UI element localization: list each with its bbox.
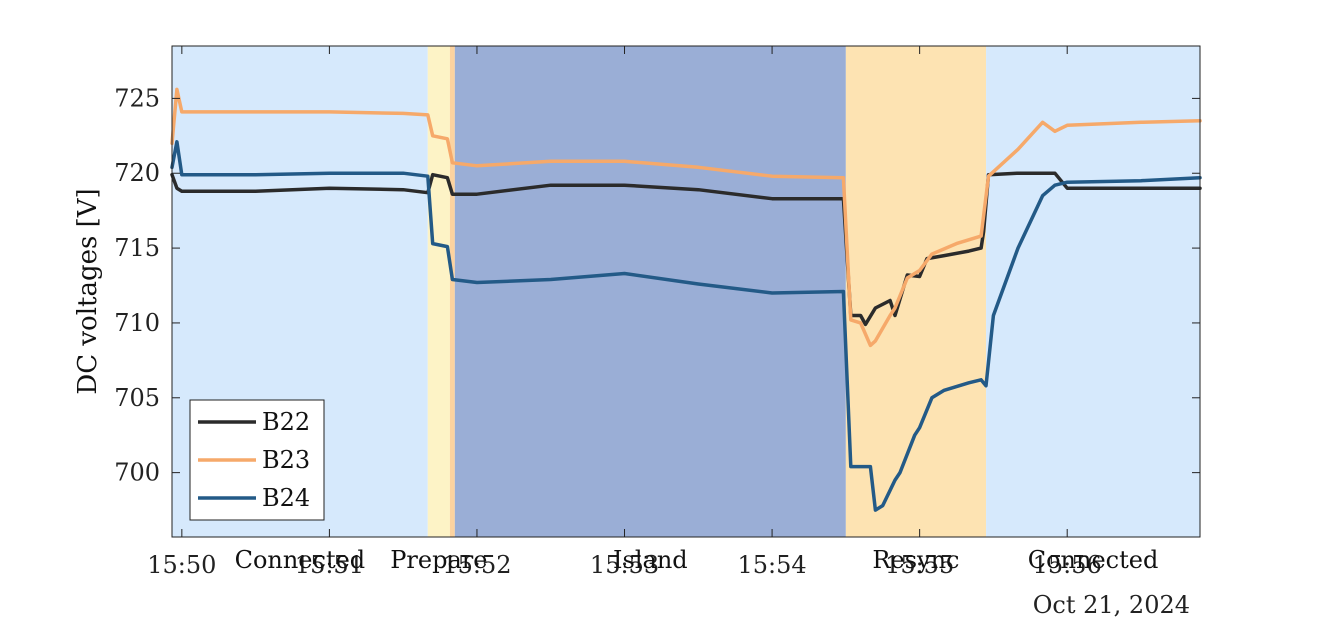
phase-label-1: Prepare <box>390 546 487 574</box>
x-tick-label: 15:53 <box>590 551 659 579</box>
series-line-b24 <box>170 140 1202 512</box>
phase-label-3: Island <box>613 546 688 574</box>
y-tick-label: 705 <box>114 384 160 412</box>
phase-band-1 <box>427 46 450 537</box>
y-tick-label: 720 <box>114 159 160 187</box>
y-tick-label: 700 <box>114 459 160 487</box>
x-tick-label: 15:51 <box>295 551 364 579</box>
legend-label-b24: B24 <box>262 484 310 512</box>
y-tick-label: 710 <box>114 309 160 337</box>
legend-label-b22: B22 <box>262 408 310 436</box>
y-axis-label: DC voltages [V] <box>73 188 103 394</box>
legend-label-b23: B23 <box>262 446 310 474</box>
series-line-b23 <box>170 87 1202 348</box>
x-tick-label: 15:52 <box>442 551 511 579</box>
x-tick-label: 15:56 <box>1033 551 1102 579</box>
phase-label-4: Resync <box>872 546 959 574</box>
y-tick-label: 715 <box>114 234 160 262</box>
y-tick-label: 725 <box>114 84 160 112</box>
x-axis-ticks: 15:50 15:51 15:52 15:53 15:54 15:55 15:56 <box>147 46 1102 579</box>
phase-labels: Connected Prepare Island Resync Connected <box>235 546 1159 574</box>
x-tick-label: 15:54 <box>737 551 806 579</box>
legend: B22 B23 B24 <box>189 399 325 521</box>
phase-bands <box>172 46 1200 537</box>
x-tick-label: 15:50 <box>147 551 216 579</box>
phase-band-2 <box>449 46 455 537</box>
phase-band-5 <box>986 46 1200 537</box>
date-label: Oct 21, 2024 <box>1033 591 1190 619</box>
phase-label-0: Connected <box>235 546 366 574</box>
x-tick-label: 15:55 <box>885 551 954 579</box>
y-axis-ticks: 700 705 710 715 720 725 <box>114 84 1200 487</box>
phase-label-5: Connected <box>1028 546 1159 574</box>
plot-frame <box>171 45 1201 538</box>
series-lines <box>170 87 1202 512</box>
phase-band-4 <box>845 46 987 537</box>
